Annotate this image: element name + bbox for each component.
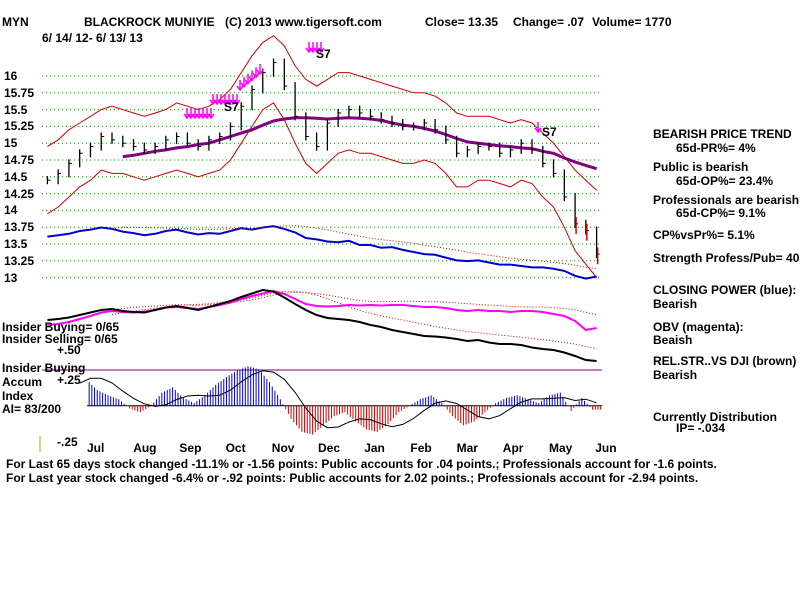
bollinger-bands: [47, 35, 598, 278]
op-pct-label: 65d-OP%= 23.4%: [676, 174, 774, 188]
month-label: Nov: [271, 441, 295, 455]
index-label: Index: [2, 389, 34, 403]
accum-average-line: [79, 370, 597, 429]
price-tick-label: 15.25: [4, 119, 35, 134]
copyright-label: (C) 2013 www.tigersoft.com: [225, 15, 382, 29]
price-tick-label: 13.75: [4, 220, 35, 235]
professionals-label: Professionals are bearish: [653, 193, 800, 207]
closing-power-line: [47, 225, 597, 280]
price-tick-label: 14.5: [4, 169, 28, 184]
obv-ma-line: [111, 291, 597, 316]
obv-value: Beaish: [653, 333, 693, 347]
insider-selling-label: Insider Selling= 0/65: [2, 332, 118, 346]
relative-strength-ma-line: [111, 290, 597, 350]
sell-arrow-head: [240, 82, 248, 89]
security-name: BLACKROCK MUNIYIE: [84, 15, 215, 29]
closing-power-value: Bearish: [653, 297, 698, 311]
footer-65day: For Last 65 days stock changed -11.1% or…: [6, 457, 717, 471]
plus25-label: +.25: [57, 373, 81, 387]
insider-buying-label-2: Insider Buying: [2, 361, 86, 375]
minus25-label: -.25: [57, 435, 78, 449]
sell-arrow-head: [244, 79, 252, 85]
lower-band-line: [47, 102, 597, 278]
ticker-label: MYN: [2, 15, 29, 29]
price-tick-label: 14: [4, 203, 18, 218]
month-label: Jul: [87, 441, 105, 455]
month-label: May: [549, 441, 573, 455]
closing-power-ma-line: [111, 225, 597, 270]
change-label: Change= .07: [513, 15, 585, 29]
insider-buying-label: Insider Buying= 0/65: [2, 320, 120, 334]
relative-strength-line: [47, 288, 597, 362]
price-bars: [46, 58, 600, 265]
month-label: Dec: [318, 441, 341, 455]
cp-vs-pr-label: CP%vsPr%= 5.1%: [653, 228, 755, 242]
price-tick-label: 14.75: [4, 153, 35, 167]
signal-arrows: [183, 42, 542, 134]
price-tick-label: 13.5: [4, 237, 28, 251]
month-label: Aug: [133, 441, 157, 455]
plus50-label: +.50: [57, 343, 81, 357]
close-label: Close= 13.35: [425, 15, 499, 29]
signal-s7-nov: S7: [316, 47, 331, 61]
relstr-value: Bearish: [653, 368, 698, 382]
moving-average-line: [122, 116, 598, 171]
month-label: Feb: [410, 441, 432, 455]
accum-label: Accum: [2, 375, 43, 389]
sell-arrow-head: [256, 69, 264, 76]
upper-band-line: [47, 35, 597, 191]
month-label: Mar: [456, 441, 478, 455]
price-tick-label: 13: [4, 270, 18, 285]
public-label: Public is bearish: [653, 160, 749, 174]
month-label: Jan: [364, 441, 385, 455]
ip-label: IP= -.034: [676, 421, 726, 435]
ai-label: AI= 83/200: [2, 402, 62, 416]
sell-arrow-head: [534, 127, 542, 134]
price-grid: [42, 75, 602, 279]
obv-line: [47, 289, 597, 332]
price-tick-label: 16: [4, 69, 18, 83]
trend-label: BEARISH PRICE TREND: [653, 127, 792, 141]
sell-arrow-head: [248, 75, 256, 82]
distribution-label: Currently Distribution: [653, 410, 778, 424]
indicator-panel: [42, 225, 602, 371]
price-tick-label: 15.75: [4, 85, 35, 100]
closing-power-label: CLOSING POWER (blue):: [653, 283, 797, 297]
sell-arrow-head: [317, 47, 325, 54]
footer-year: For Last year stock changed -6.4% or -.9…: [6, 471, 699, 485]
date-range-label: 6/ 14/ 12- 6/ 13/ 13: [42, 31, 143, 45]
price-tick-label: 14.25: [4, 186, 35, 201]
month-label: Oct: [225, 441, 246, 455]
relstr-label: REL.STR..VS DJI (brown): [653, 354, 797, 368]
cp-pct-label: 65d-CP%= 9.1%: [676, 206, 766, 220]
sell-arrow-head: [236, 85, 244, 92]
pr-pct-label: 65d-PR%= 4%: [676, 141, 756, 155]
price-tick-label: 15.5: [4, 102, 28, 117]
accumulation-histogram: [39, 366, 602, 452]
signal-s7-may: S7: [542, 125, 557, 139]
price-tick-label: 15: [4, 136, 18, 151]
price-tick-label: 13.25: [4, 253, 35, 268]
sell-arrow-head: [252, 72, 260, 79]
sell-arrow-head: [207, 113, 215, 120]
sell-arrow-head: [233, 99, 241, 106]
month-label: Apr: [502, 441, 524, 455]
signal-s7-sep: S7: [224, 100, 239, 114]
month-label: Jun: [595, 441, 617, 455]
strength-label: Strength Profess/Pub= 40: [653, 251, 800, 265]
obv-label: OBV (magenta):: [653, 320, 744, 334]
volume-label: Volume= 1770: [592, 15, 672, 29]
month-label: Sep: [179, 441, 202, 455]
